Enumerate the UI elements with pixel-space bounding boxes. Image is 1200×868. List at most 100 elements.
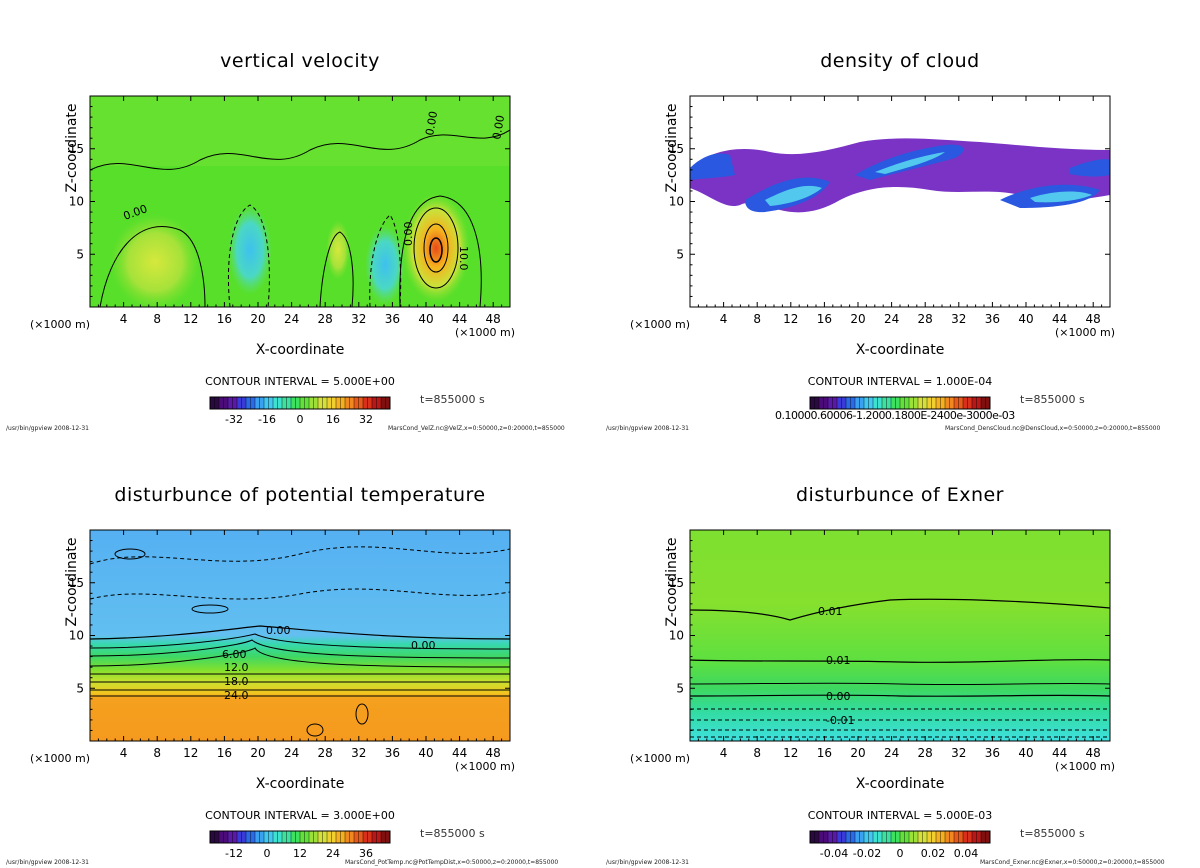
cloud-field [690, 138, 1110, 213]
colorbar-cell [250, 397, 256, 409]
colorbar-cell [841, 397, 847, 409]
footer-left: /usr/bin/gpview 2008-12-31 [6, 859, 89, 866]
chart-title: disturbunce of Exner [795, 484, 1004, 506]
colorbar-cell [381, 831, 386, 843]
colorbar-cell [282, 831, 287, 843]
x-tick-label: 12 [183, 312, 198, 326]
x-tick-label: 48 [1086, 746, 1101, 760]
colorbar-cell [900, 831, 905, 843]
colorbar-cell [877, 397, 883, 409]
colorbar-cell [931, 831, 937, 843]
colorbar-cell [913, 397, 919, 409]
colorbar-cell [859, 831, 865, 843]
plot-svg: 0.00 0.00 0.00 0.00 10.0 4 8 12 16 20 24 28 32 3… [69, 95, 511, 426]
x-tick-label: 28 [318, 312, 333, 326]
colorbar-cell [340, 397, 346, 409]
colorbar-cell [363, 831, 368, 843]
updraft-core [402, 193, 470, 303]
colorbar-cell [309, 831, 314, 843]
colorbar-cell [909, 831, 914, 843]
colorbar-cell [900, 397, 905, 409]
x-tick-label: 4 [120, 746, 128, 760]
colorbar-cell [232, 831, 238, 843]
colorbar-cell [846, 831, 851, 843]
x-tick-label: 32 [351, 746, 366, 760]
contour-label: 0.01 [826, 654, 851, 667]
contour-lines [90, 546, 510, 737]
colorbar-cell [259, 397, 265, 409]
colorbar-cell [318, 397, 323, 409]
colorbar-cell [850, 831, 856, 843]
x-tick-label: 44 [1052, 312, 1067, 326]
colorbar-cell [214, 831, 220, 843]
colorbar-cell [304, 831, 310, 843]
contour-label: 0.00 [826, 690, 851, 703]
contour-label: 24.0 [224, 689, 249, 702]
y-tick-label: 15 [669, 142, 684, 156]
colorbar-cell [886, 831, 892, 843]
colorbar-cell [855, 831, 860, 843]
x-tick-label: 36 [385, 746, 400, 760]
contour-label: 0.00 [402, 222, 415, 247]
contour-interval: CONTOUR INTERVAL = 3.000E+00 [205, 809, 395, 822]
colorbar-tick-labels: 0.10000.60006-1.2000.1800E-2400e-3000e-0… [775, 409, 1015, 422]
colorbar-cell [345, 397, 350, 409]
colorbar-cell [295, 397, 301, 409]
colorbar-cell [349, 831, 355, 843]
colorbar-cell [814, 831, 820, 843]
colorbar-cell [940, 397, 946, 409]
contour-label: 18.0 [224, 675, 249, 688]
x-tick-label: 36 [985, 746, 1000, 760]
colorbar-cell [873, 831, 878, 843]
colorbar-cell [286, 831, 292, 843]
contour-label: -0.01 [826, 714, 854, 727]
colorbar-cell [228, 397, 233, 409]
colorbar-cell [891, 397, 896, 409]
plot-svg: 0.01 0.01 0.00 -0.01 4 8 12 16 20 24 28 32 36 40 4… [669, 529, 1111, 860]
x-axis-label: X-coordinate [855, 342, 945, 358]
x-unit-left: (×1000 m) [630, 752, 691, 765]
colorbar-cell [385, 397, 391, 409]
colorbar-cell [345, 831, 350, 843]
x-tick-label: 4 [720, 746, 728, 760]
contour-label: 0.00 [423, 110, 440, 136]
colorbar-cell [318, 831, 323, 843]
colorbar-cell [336, 397, 341, 409]
colorbar-cell [841, 831, 847, 843]
colorbar-cell [264, 831, 269, 843]
colorbar-cell [210, 397, 215, 409]
x-tick-label: 48 [486, 746, 501, 760]
x-tick-label: 36 [985, 312, 1000, 326]
colorbar-tick-label: -0.04 [820, 847, 848, 860]
colorbar-frame [809, 830, 991, 844]
colorbar-cell [264, 397, 269, 409]
colorbar-cell [291, 397, 296, 409]
x-unit-right: (×1000 m) [1055, 760, 1116, 773]
colorbar-cell [241, 831, 247, 843]
colorbar-cell [385, 831, 391, 843]
colorbar-cell [963, 831, 968, 843]
colorbar-cell [895, 831, 901, 843]
x-tick-label: 44 [452, 746, 467, 760]
colorbar-cell [219, 397, 224, 409]
footer-left: /usr/bin/gpview 2008-12-31 [606, 425, 689, 432]
x-tick-label: 24 [284, 312, 299, 326]
footer-right: MarsCond_VelZ.nc@VelZ,x=0:50000,z=0:2000… [388, 425, 565, 432]
x-tick-label: 40 [1018, 312, 1033, 326]
colorbar-cell [909, 397, 914, 409]
colorbar-tick-label: -12 [225, 847, 243, 860]
x-tick-label: 28 [318, 746, 333, 760]
x-tick-label: 20 [250, 312, 265, 326]
x-tick-label: 8 [753, 746, 761, 760]
colorbar-cell [340, 831, 346, 843]
colorbar-cell [931, 397, 937, 409]
colorbar-cell [286, 397, 292, 409]
x-tick-label: 40 [1018, 746, 1033, 760]
colorbar-cell [936, 397, 941, 409]
colorbar-cell [376, 397, 382, 409]
footer-right: MarsCond_PotTemp.nc@PotTempDist,x=0:5000… [345, 859, 559, 866]
x-tick-label: 8 [153, 746, 161, 760]
x-tick-label: 28 [918, 746, 933, 760]
x-tick-label: 16 [217, 312, 232, 326]
colorbar-cell [291, 831, 296, 843]
